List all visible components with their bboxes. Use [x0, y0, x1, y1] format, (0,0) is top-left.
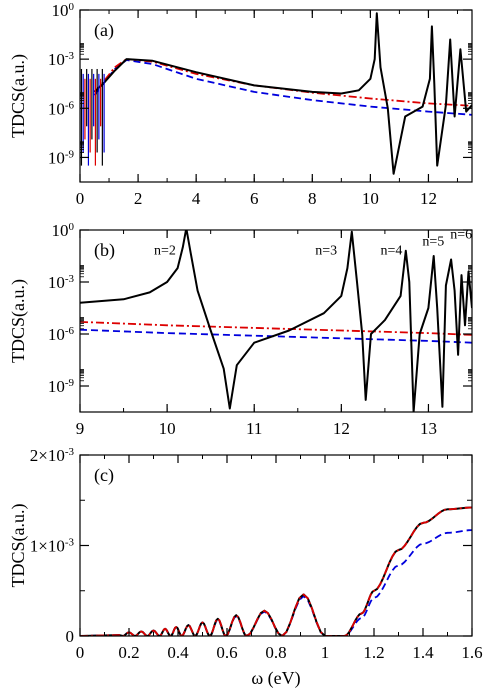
y-tick-label: 2×10-3 — [30, 446, 75, 465]
series-line-dashdot — [93, 58, 472, 107]
y-tick-label: 10-3 — [48, 50, 75, 69]
annotation-label: n=2 — [154, 243, 176, 258]
y-axis-label: TDCS(a.u.) — [8, 54, 29, 138]
x-tick-label: 12 — [420, 189, 437, 208]
x-tick-label: 9 — [76, 419, 85, 438]
annotation-label: n=5 — [422, 235, 444, 250]
y-tick-label: 10-3 — [48, 273, 75, 292]
axes-frame — [79, 454, 473, 637]
x-tick-label: 0 — [76, 643, 85, 662]
y-tick-label: 10-9 — [48, 148, 75, 167]
x-tick-label: 1 — [321, 643, 330, 662]
y-tick-label: 100 — [52, 221, 75, 240]
series-line-dashdot — [80, 321, 472, 336]
x-tick-label: 13 — [420, 419, 437, 438]
series-group — [93, 12, 472, 175]
x-tick-label: 1.6 — [461, 643, 482, 662]
y-tick-label: 10-9 — [48, 377, 75, 396]
x-tick-label: 8 — [308, 189, 317, 208]
panel-2: 9 10 11 12 13 10-9 10-6 10-3 100 (b) TDCS(a.u.) n=2… — [8, 221, 473, 438]
y-tick-label: 100 — [52, 1, 75, 20]
series-line-solid — [93, 12, 472, 175]
x-tick-label: 4 — [192, 189, 201, 208]
series-group — [80, 230, 472, 412]
panel-label: (b) — [94, 240, 115, 261]
x-tick-label: 0 — [76, 189, 85, 208]
panel-1: 0 2 4 6 8 10 12 10-9 10-6 10-3 100 (a) TDCS(a.u.) — [8, 1, 473, 208]
x-tick-label: 0.6 — [216, 643, 237, 662]
x-tick-label: 10 — [159, 419, 176, 438]
series-group — [80, 506, 472, 636]
x-tick-label: 6 — [250, 189, 259, 208]
panel-3: 0 0.2 0.4 0.6 0.8 1 1.2 1.4 1.6 0 1×10-3 2×10-3 (c) T… — [8, 446, 483, 689]
x-tick-label: 12 — [333, 419, 350, 438]
annotation-label: n=3 — [315, 243, 337, 258]
panel-label: (a) — [94, 20, 114, 41]
y-axis-label: TDCS(a.u.) — [8, 279, 29, 363]
x-tick-label: 1.4 — [412, 643, 434, 662]
x-tick-label: 10 — [362, 189, 379, 208]
y-tick-label: 0 — [66, 627, 75, 646]
annotation-label: n=6 — [450, 228, 472, 243]
series-line-dashed — [93, 59, 472, 116]
x-tick-label: 0.4 — [167, 643, 189, 662]
axes-frame — [79, 229, 473, 413]
series-line-dashdot — [80, 506, 472, 636]
annotation-label: n=4 — [381, 243, 403, 258]
series-line-solid — [80, 230, 472, 412]
y-tick-label: 10-6 — [48, 99, 75, 118]
series-line-solid — [80, 506, 472, 636]
x-tick-label: 11 — [246, 419, 262, 438]
x-tick-label: 1.2 — [363, 643, 384, 662]
x-tick-label: 0.8 — [265, 643, 286, 662]
x-axis-label: ω (eV) — [251, 668, 300, 689]
y-tick-label: 10-6 — [48, 325, 75, 344]
y-axis-label: TDCS(a.u.) — [8, 504, 29, 588]
oscillation-band — [80, 68, 105, 166]
y-tick-label: 1×10-3 — [30, 537, 75, 556]
panel-label: (c) — [94, 465, 114, 486]
series-line-dashed — [80, 328, 472, 344]
series-line-dashed — [80, 529, 472, 636]
x-tick-label: 2 — [134, 189, 143, 208]
x-tick-label: 0.2 — [118, 643, 139, 662]
axes-frame — [79, 9, 473, 183]
